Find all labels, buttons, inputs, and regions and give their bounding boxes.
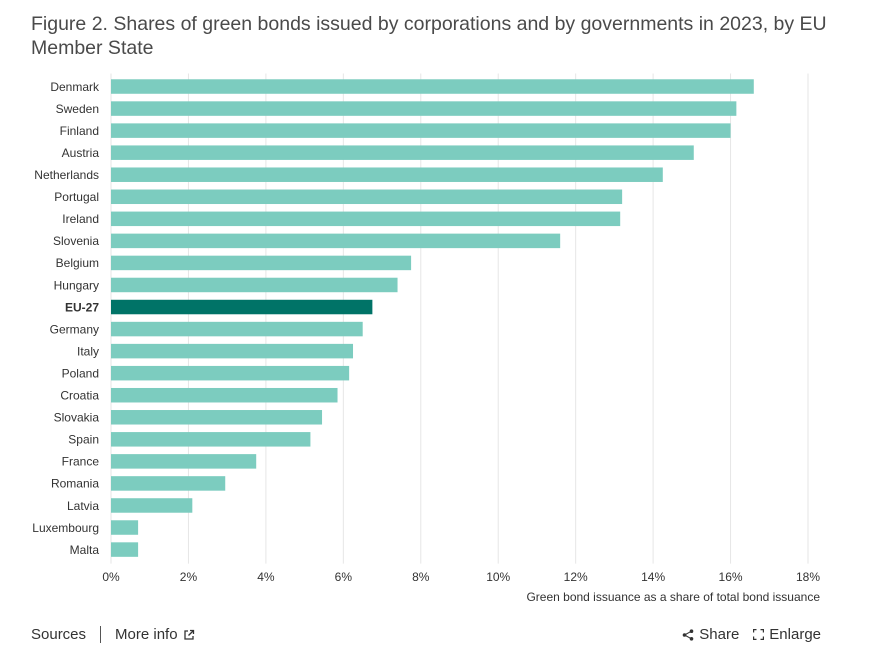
- x-axis-label: Green bond issuance as a share of total …: [526, 590, 820, 604]
- bar-sweden[interactable]: [111, 101, 737, 116]
- enlarge-icon: [753, 629, 765, 640]
- sources-link[interactable]: Sources: [31, 626, 86, 643]
- chart-title: Figure 2. Shares of green bonds issued b…: [31, 13, 827, 59]
- bar-slovenia[interactable]: [111, 233, 561, 249]
- sources-label: Sources: [31, 626, 87, 643]
- category-label: Portugal: [54, 190, 99, 204]
- category-label: Romania: [51, 477, 99, 491]
- x-tick-label: 10%: [486, 570, 510, 584]
- x-tick-label: 14%: [641, 570, 665, 584]
- category-label: Slovenia: [53, 234, 99, 248]
- category-label: Austria: [62, 146, 100, 160]
- footer-divider: [100, 626, 102, 643]
- category-label: Hungary: [54, 278, 99, 292]
- bar-ireland[interactable]: [111, 211, 621, 227]
- category-labels: Denmark Sweden Finland Austria Netherlands Po…: [32, 80, 100, 557]
- category-label: Poland: [62, 366, 99, 380]
- category-label: Latvia: [67, 499, 99, 513]
- bar-belgium[interactable]: [111, 255, 412, 271]
- category-label: Spain: [68, 433, 99, 447]
- bar-luxembourg[interactable]: [111, 520, 139, 535]
- bar-spain[interactable]: [111, 432, 311, 447]
- bar-hungary[interactable]: [111, 277, 398, 293]
- more-info-label: More info: [115, 626, 178, 643]
- category-label: Luxembourg: [32, 521, 99, 535]
- bar-croatia[interactable]: [111, 387, 338, 403]
- share-button[interactable]: Share: [682, 626, 739, 643]
- bar-poland[interactable]: [111, 365, 350, 381]
- category-label: Finland: [60, 124, 99, 138]
- bar-chart: Denmark Sweden Finland Austria Netherlands Po…: [32, 73, 820, 604]
- x-tick-label: 12%: [564, 570, 588, 584]
- bar-malta[interactable]: [111, 542, 139, 557]
- x-tick-label: 6%: [335, 570, 353, 584]
- category-label: Malta: [70, 543, 100, 557]
- bar-germany[interactable]: [111, 321, 363, 337]
- external-link-icon: [183, 629, 194, 640]
- x-tick-label: 0%: [102, 570, 120, 584]
- share-icon: [682, 628, 694, 641]
- x-tick-labels: 0% 2% 4% 6% 8% 10% 12% 14% 16% 18%: [102, 570, 820, 584]
- bar-portugal[interactable]: [111, 189, 623, 205]
- bar-latvia[interactable]: [111, 498, 193, 513]
- bars: [111, 79, 754, 557]
- category-label: EU-27: [65, 300, 99, 314]
- category-label: France: [62, 455, 100, 469]
- x-tick-label: 8%: [412, 570, 430, 584]
- bar-romania[interactable]: [111, 476, 226, 491]
- bar-france[interactable]: [111, 454, 257, 469]
- bar-netherlands[interactable]: [111, 167, 663, 182]
- x-tick-label: 4%: [257, 570, 275, 584]
- bar-italy[interactable]: [111, 343, 354, 359]
- category-label: Denmark: [50, 80, 100, 94]
- x-tick-label: 18%: [796, 570, 820, 584]
- share-label: Share: [699, 626, 740, 643]
- category-label: Croatia: [60, 389, 99, 403]
- category-label: Germany: [50, 322, 99, 336]
- category-label: Italy: [77, 344, 99, 358]
- bar-finland[interactable]: [111, 123, 731, 138]
- bar-denmark[interactable]: [111, 79, 754, 94]
- bar-eu-27[interactable]: [111, 299, 373, 315]
- enlarge-label: Enlarge: [769, 626, 821, 643]
- bar-slovakia[interactable]: [111, 410, 323, 425]
- category-label: Slovakia: [54, 411, 100, 425]
- category-label: Ireland: [62, 212, 99, 226]
- more-info-link[interactable]: More info: [115, 626, 195, 643]
- chart-footer: Sources More info Share: [31, 626, 821, 648]
- category-label: Belgium: [56, 256, 99, 270]
- x-tick-label: 16%: [719, 570, 743, 584]
- category-label: Sweden: [56, 102, 99, 116]
- bar-austria[interactable]: [111, 145, 694, 160]
- category-label: Netherlands: [34, 168, 99, 182]
- x-tick-label: 2%: [180, 570, 198, 584]
- enlarge-button[interactable]: Enlarge: [753, 626, 821, 643]
